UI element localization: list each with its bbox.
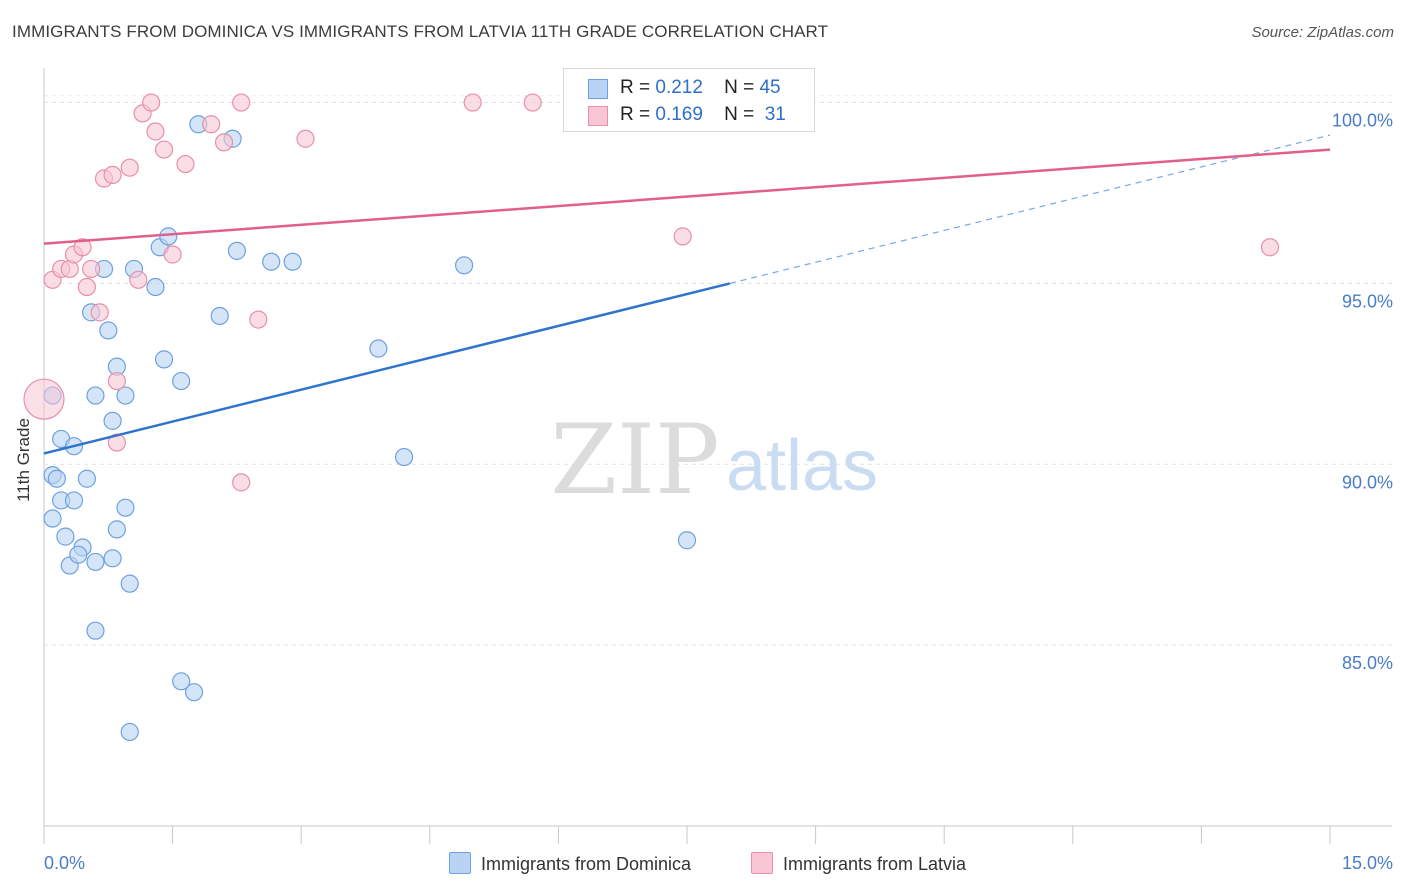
grid-lines <box>44 95 1392 646</box>
point-latvia <box>23 378 65 420</box>
legend-r-value-dominica: 0.212 <box>655 77 703 98</box>
point-dominica <box>146 277 165 297</box>
bottom-legend-latvia: Immigrants from Latvia <box>751 852 966 875</box>
point-dominica <box>184 683 204 702</box>
point-latvia <box>90 303 109 322</box>
bottom-legend-swatch-dominica <box>449 852 471 874</box>
point-latvia <box>673 227 692 246</box>
point-dominica <box>454 256 474 275</box>
bottom-legend-label-dominica: Immigrants from Dominica <box>481 854 692 874</box>
trend-line-dominica-extension <box>729 134 1331 284</box>
point-dominica <box>677 531 697 550</box>
point-latvia <box>142 93 161 112</box>
chart-title: IMMIGRANTS FROM DOMINICA VS IMMIGRANTS F… <box>12 22 829 41</box>
x-tick-labels: 0.0% 15.0% <box>44 853 1393 873</box>
point-dominica <box>103 411 122 430</box>
legend-n-value-dominica: 45 <box>759 77 781 98</box>
point-latvia <box>176 154 195 174</box>
source-label: Source: ZipAtlas.com <box>1251 24 1394 41</box>
point-dominica <box>86 621 105 640</box>
point-latvia <box>463 93 482 112</box>
point-dominica <box>120 574 139 593</box>
point-dominica <box>369 339 388 358</box>
trend-line-latvia <box>43 148 1331 245</box>
trend-line-dominica <box>43 282 731 455</box>
point-dominica <box>99 321 118 340</box>
x-tick-label: 15.0% <box>1342 853 1393 873</box>
x-tick-label: 0.0% <box>44 853 85 873</box>
point-latvia <box>296 129 315 148</box>
legend-r-value-latvia: 0.169 <box>655 104 703 125</box>
point-dominica <box>283 252 302 271</box>
point-dominica <box>210 306 229 326</box>
bottom-legend-dominica: Immigrants from Dominica <box>449 852 691 875</box>
legend-swatch-dominica <box>588 79 608 99</box>
point-latvia <box>232 473 251 492</box>
point-latvia <box>107 371 126 391</box>
point-dominica <box>64 491 84 510</box>
legend-n-label: N = <box>724 104 755 125</box>
point-dominica <box>56 527 75 546</box>
point-dominica <box>43 509 62 528</box>
stats-legend: R = 0.212 N = 45 R = 0.169 N = 31 <box>563 68 815 132</box>
watermark-atlas: atlas <box>726 426 878 506</box>
point-latvia <box>103 165 122 184</box>
point-latvia <box>154 140 174 159</box>
y-tick-labels: 85.0% 90.0% 95.0% 100.0% <box>1332 111 1393 674</box>
point-latvia <box>232 93 251 112</box>
legend-n-label: N = <box>724 77 755 98</box>
point-latvia <box>146 122 165 141</box>
point-latvia <box>120 158 139 177</box>
point-dominica <box>172 672 191 691</box>
legend-n-value-latvia: 31 <box>764 104 786 125</box>
point-dominica <box>116 498 135 517</box>
point-dominica <box>69 545 88 564</box>
point-dominica <box>227 241 246 260</box>
point-latvia <box>1260 238 1280 257</box>
y-tick-label: 90.0% <box>1342 472 1393 492</box>
point-latvia <box>163 245 182 264</box>
legend-swatch-latvia <box>588 106 608 126</box>
point-latvia <box>73 238 92 257</box>
bottom-legend-swatch-latvia <box>751 852 773 874</box>
point-dominica <box>159 227 178 246</box>
point-dominica <box>120 722 139 742</box>
point-latvia <box>82 259 101 279</box>
point-dominica <box>47 469 66 488</box>
zipatlas-watermark: ZIP atlas <box>550 404 878 516</box>
legend-r-label: R = <box>620 104 651 125</box>
point-latvia <box>129 270 148 289</box>
trend-lines <box>43 134 1331 455</box>
point-latvia <box>523 93 542 112</box>
point-dominica <box>107 520 126 539</box>
y-tick-label: 100.0% <box>1332 111 1393 131</box>
point-dominica <box>116 386 135 405</box>
axes <box>43 68 1392 844</box>
point-latvia <box>202 115 221 134</box>
point-latvia <box>77 277 96 297</box>
point-latvia <box>214 133 234 152</box>
point-dominica <box>154 350 174 369</box>
y-tick-label: 85.0% <box>1342 653 1393 673</box>
point-latvia <box>249 310 268 329</box>
point-dominica <box>77 469 96 488</box>
point-dominica <box>262 252 281 271</box>
point-dominica <box>86 552 105 572</box>
point-latvia <box>107 433 126 452</box>
bottom-legend-label-latvia: Immigrants from Latvia <box>783 854 967 874</box>
point-dominica <box>172 371 191 391</box>
data-points <box>23 93 1280 742</box>
watermark-zip: ZIP <box>550 404 719 516</box>
point-dominica <box>103 549 122 568</box>
legend-r-label: R = <box>620 77 651 98</box>
y-tick-label: 95.0% <box>1342 291 1393 311</box>
point-dominica <box>394 447 414 467</box>
point-dominica <box>86 386 105 405</box>
